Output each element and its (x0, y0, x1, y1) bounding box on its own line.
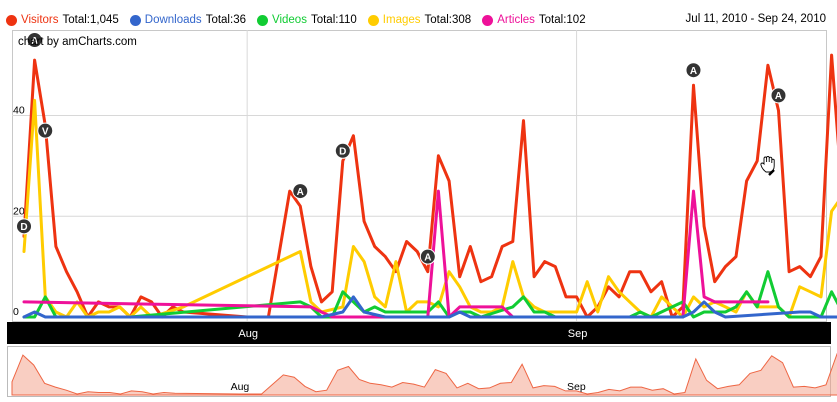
scrollbar-tick-label: Sep (567, 381, 586, 393)
series-line-downloads (22, 295, 837, 319)
annotation-bubble (37, 122, 54, 139)
scrollbar[interactable]: Aug Sep (7, 346, 837, 397)
series-layer (22, 53, 837, 319)
annotation-letter: A (775, 91, 782, 102)
x-tick-label: Sep (568, 328, 588, 340)
annotation-bubble (292, 183, 309, 200)
annotation-letter: A (690, 66, 697, 77)
x-tick-label: Aug (238, 328, 258, 340)
annotation-letter: D (20, 222, 27, 233)
legend-marker-icon (6, 14, 17, 26)
legend-total-value: 1,045 (90, 14, 119, 26)
annotation-marker: A (292, 183, 309, 200)
y-tick-label: 20 (13, 205, 25, 217)
annotation-marker: V (37, 122, 54, 139)
x-axis-ticks: Aug Sep (238, 328, 587, 340)
annotation-layer: A V D A D A A A (16, 32, 787, 265)
legend-marker-icon (256, 14, 268, 26)
annotation-bubble (770, 87, 787, 104)
scrollbar-tick-label: Aug (231, 381, 250, 393)
legend-series-name: Articles (497, 14, 535, 26)
series-line-visitors (22, 53, 837, 319)
annotation-marker: A (685, 62, 702, 79)
annotation-letter: A (31, 36, 38, 47)
legend-series-name: Visitors (21, 14, 59, 26)
legend-item-downloads[interactable]: Downloads Total: 36 (129, 14, 246, 26)
legend-total-label: Total: (424, 14, 453, 26)
x-axis-band (7, 322, 831, 344)
plot-area[interactable] (12, 30, 826, 321)
scrollbar-preview-area (11, 353, 837, 396)
annotation-bubble (16, 218, 32, 235)
annotation-bubble (419, 248, 436, 265)
legend-series-name: Images (382, 14, 421, 26)
legend-marker-icon (367, 14, 379, 26)
legend-total-value: 36 (233, 14, 246, 26)
annotation-marker: D (16, 218, 32, 235)
y-tick-label: 40 (13, 105, 25, 117)
annotation-marker: D (334, 142, 351, 159)
annotation-bubble (26, 32, 43, 48)
legend-total-value: 102 (566, 14, 586, 26)
annotation-bubble (334, 142, 351, 159)
legend-series-name: Videos (271, 14, 307, 26)
legend-total-label: Total: (538, 14, 567, 26)
legend-series-name: Downloads (144, 14, 202, 26)
legend-marker-icon (482, 14, 494, 26)
annotation-marker: A (770, 87, 787, 104)
annotation-letter: A (424, 252, 431, 263)
y-tick-label: 0 (13, 306, 19, 318)
annotation-marker: A (26, 32, 43, 48)
legend-item-videos[interactable]: Videos Total: 110 (256, 14, 357, 26)
annotation-letter: A (297, 187, 304, 198)
date-range-label: Jul 11, 2010 - Sep 24, 2010 (685, 13, 826, 25)
chart-credit[interactable]: chart by amCharts.com (18, 36, 137, 48)
annotation-letter: V (42, 126, 49, 137)
annotation-letter: D (339, 147, 346, 158)
legend-total-label: Total: (205, 14, 234, 26)
annotation-marker: A (419, 248, 436, 265)
hand-cursor-icon (760, 155, 775, 176)
legend-item-images[interactable]: Images Total: 308 (367, 14, 472, 26)
annotation-bubble (685, 62, 702, 79)
legend-total-label: Total: (310, 14, 339, 26)
legend-total-value: 110 (338, 14, 357, 26)
chart-legend: Visitors Total: 1,045 Downloads Total: 36 Vi… (6, 11, 597, 29)
legend-item-articles[interactable]: Articles Total: 102 (482, 14, 586, 26)
legend-total-label: Total: (62, 14, 91, 26)
legend-item-visitors[interactable]: Visitors Total: 1,045 (6, 14, 119, 26)
legend-marker-icon (129, 14, 141, 26)
legend-total-value: 308 (452, 14, 472, 26)
